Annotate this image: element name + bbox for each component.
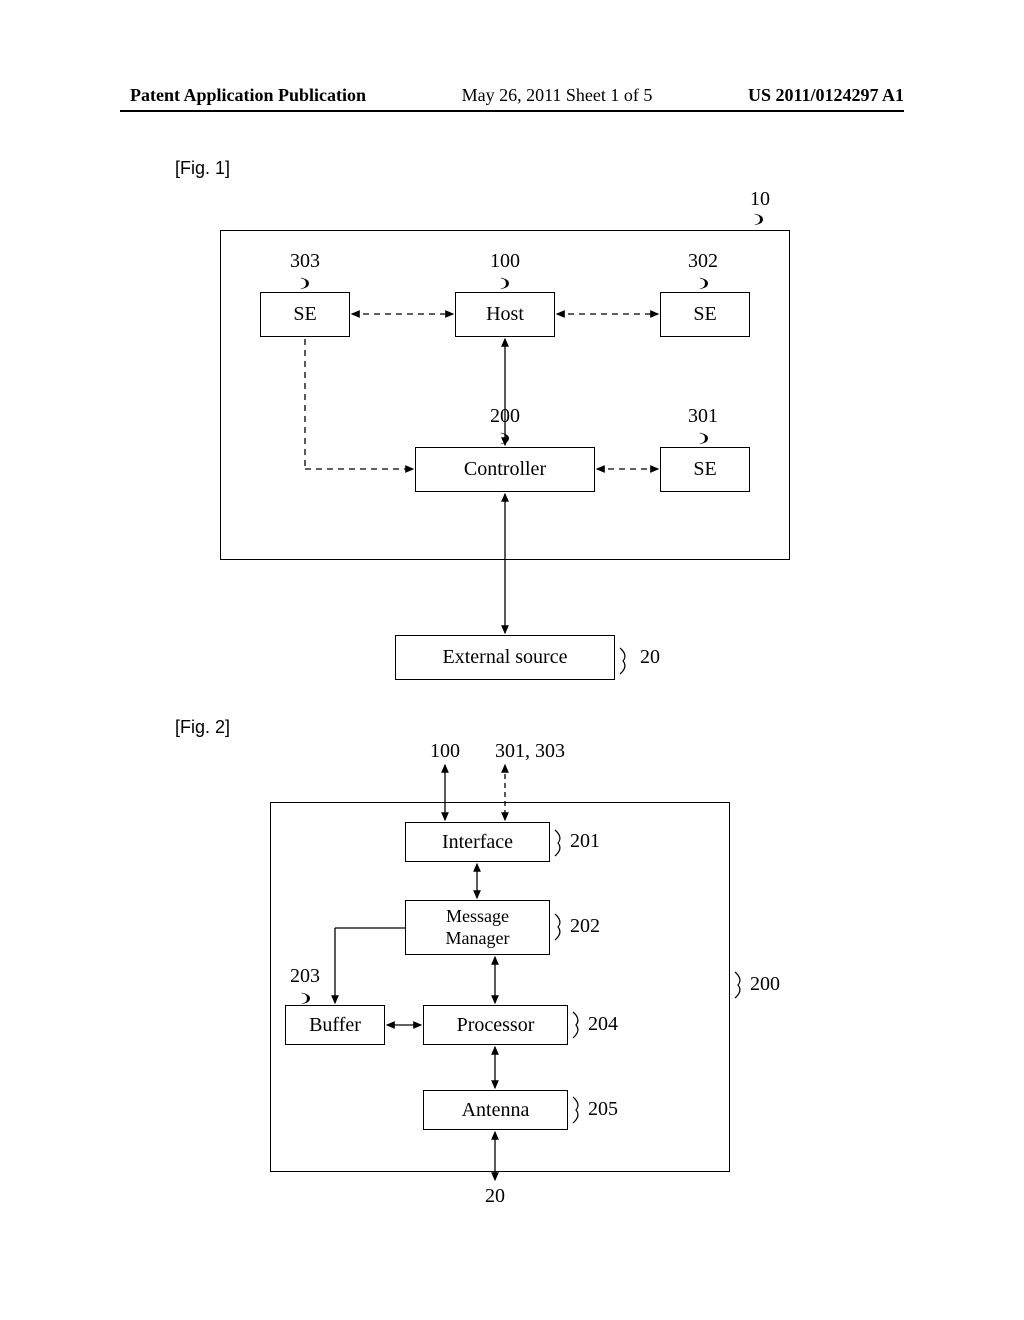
fig2-diagram: 100 301, 303 Interface 201 Message Manag…	[245, 740, 805, 1240]
page-header: Patent Application Publication May 26, 2…	[0, 85, 1024, 106]
header-right: US 2011/0124297 A1	[748, 85, 904, 106]
fig1-label: [Fig. 1]	[175, 158, 230, 179]
fig2-connectors	[245, 740, 805, 1240]
fig1-connectors: Host dashed --> SE(302) dashed --> Contr…	[220, 180, 820, 700]
header-rule	[120, 110, 904, 112]
header-left: Patent Application Publication	[130, 85, 366, 106]
header-center: May 26, 2011 Sheet 1 of 5	[462, 85, 653, 106]
fig2-label: [Fig. 2]	[175, 717, 230, 738]
fig1-diagram: 10 ) 303 ) 100 ) 302 ) SE Host SE 200 ) …	[220, 180, 820, 700]
